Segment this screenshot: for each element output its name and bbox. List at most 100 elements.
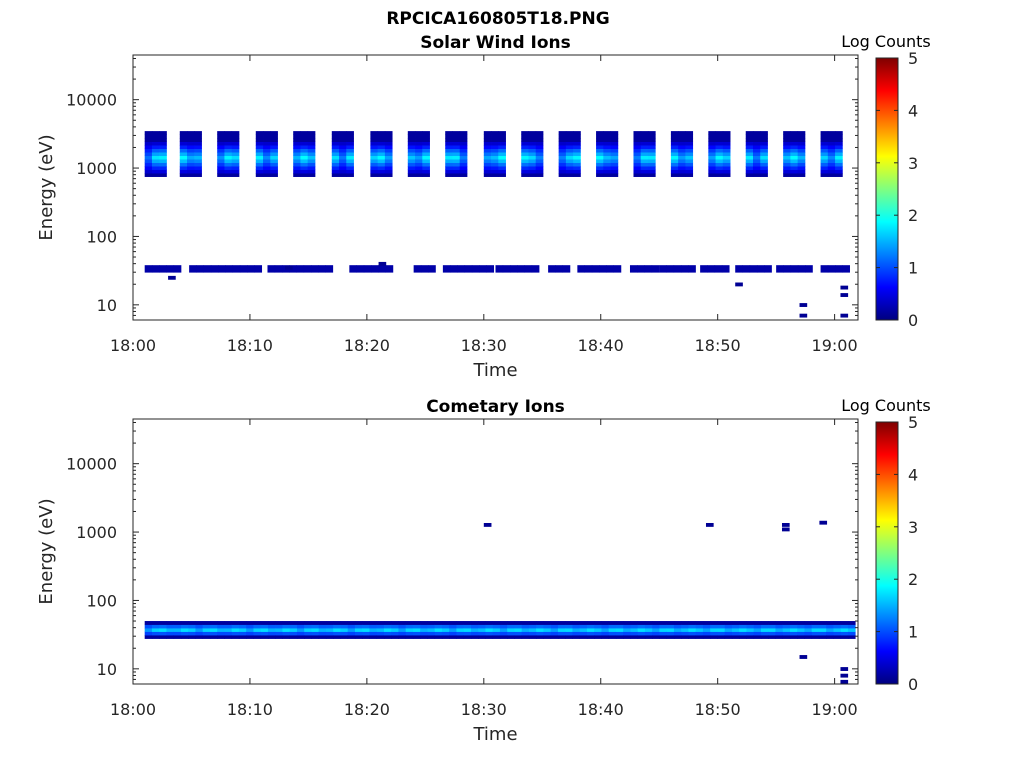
cometary-band-bin	[644, 628, 653, 632]
cometary-band-bin	[434, 621, 443, 625]
cometary-band-bin	[362, 621, 370, 625]
beam-bin	[565, 166, 574, 170]
cometary-band-bin	[681, 635, 689, 639]
cometary-band-bin	[608, 628, 617, 632]
sparse-bin	[483, 522, 492, 527]
cometary-band-bin	[470, 624, 479, 629]
sparse-bin	[840, 285, 849, 290]
cometary-band-bin	[601, 621, 610, 625]
cometary-band-bin	[246, 621, 254, 625]
beam-bin	[307, 138, 316, 142]
beam-bin	[459, 155, 468, 160]
beam-bin	[722, 169, 731, 174]
low-band-bin	[842, 265, 850, 273]
beam-bin	[415, 131, 423, 135]
beam-bin	[194, 155, 202, 160]
cometary-band-bin	[499, 631, 508, 636]
beam-bin	[603, 155, 611, 160]
beam-bin	[760, 134, 768, 139]
beam-bin	[835, 173, 843, 177]
beam-bin	[194, 148, 202, 153]
cometary-band-bin	[644, 621, 653, 625]
cometary-band-bin	[159, 628, 167, 632]
low-band-bin	[420, 265, 429, 273]
beam-bin	[610, 173, 619, 177]
beam-bin	[179, 152, 188, 156]
low-band-bin	[442, 265, 451, 273]
beam-bin	[377, 131, 386, 135]
cometary-band-bin	[412, 621, 421, 625]
cometary-band-bin	[630, 635, 639, 639]
beam-bin	[255, 134, 264, 139]
beam-bin	[596, 145, 604, 149]
cometary-band-bin	[456, 621, 465, 625]
low-band-bin	[700, 265, 708, 273]
beam-bin	[783, 159, 791, 163]
beam-bin	[339, 141, 347, 146]
cometary-band-bin	[782, 635, 791, 639]
cometary-band-bin	[586, 621, 595, 625]
beam-bin	[521, 173, 529, 177]
beam-bin	[640, 134, 649, 139]
beam-bin	[194, 162, 202, 167]
sparse-bin	[799, 655, 808, 659]
colorbar-tick-label: 4	[908, 465, 918, 484]
beam-bin	[187, 138, 195, 142]
beam-bin	[745, 145, 754, 149]
beam-bin	[715, 138, 724, 142]
beam-bin	[685, 169, 694, 174]
cometary-band-bin	[275, 624, 283, 629]
cometary-band-bin	[499, 628, 508, 632]
beam-bin	[377, 155, 386, 160]
beam-bin	[255, 152, 264, 156]
cometary-band-bin	[717, 635, 726, 639]
beam-bin	[331, 148, 340, 153]
cometary-band-bin	[376, 624, 385, 629]
beam-bin	[159, 148, 167, 153]
beam-bin	[331, 152, 340, 156]
cometary-band-bin	[847, 628, 856, 632]
cometary-band-bin	[325, 621, 334, 625]
low-band-bin	[166, 265, 175, 273]
cometary-band-bin	[195, 635, 204, 639]
beam-bin	[270, 173, 278, 177]
beam-bin	[187, 166, 195, 170]
beam-bin	[483, 141, 492, 146]
cometary-band-bin	[521, 621, 530, 625]
beam-bin	[573, 131, 581, 135]
beam-bin	[377, 145, 386, 149]
cometary-band-bin	[463, 624, 472, 629]
low-band-bin	[659, 265, 667, 273]
cometary-band-bin	[528, 621, 537, 625]
beam-bin	[633, 169, 642, 174]
beam-bin	[521, 134, 529, 139]
beam-bin	[217, 152, 225, 156]
beam-bin	[610, 155, 619, 160]
low-band-bin	[742, 265, 751, 273]
cometary-band-bin	[847, 621, 856, 625]
beam-bin	[790, 141, 799, 146]
beam-bin	[293, 169, 301, 174]
beam-bin	[407, 141, 416, 146]
sparse-bin	[781, 522, 790, 527]
beam-bin	[535, 169, 544, 174]
cometary-band-bin	[775, 621, 784, 625]
beam-bin	[633, 134, 642, 139]
cometary-band-bin	[688, 621, 697, 625]
cometary-band-bin	[405, 631, 414, 636]
low-band-bin	[203, 265, 212, 273]
cometary-band-bin	[579, 621, 588, 625]
beam-bin	[647, 138, 656, 142]
beam-bin	[670, 138, 679, 142]
cometary-band-bin	[405, 621, 414, 625]
sparse-bin	[781, 527, 790, 532]
beam-bin	[820, 169, 829, 174]
cometary-band-bin	[492, 628, 501, 632]
beam-bin	[483, 145, 492, 149]
cometary-band-bin	[427, 621, 436, 625]
cometary-band-bin	[318, 628, 327, 632]
cometary-band-bin	[180, 631, 189, 636]
beam-bin	[715, 155, 724, 160]
beam-bin	[528, 141, 537, 146]
cometary-band-bin	[441, 631, 450, 636]
